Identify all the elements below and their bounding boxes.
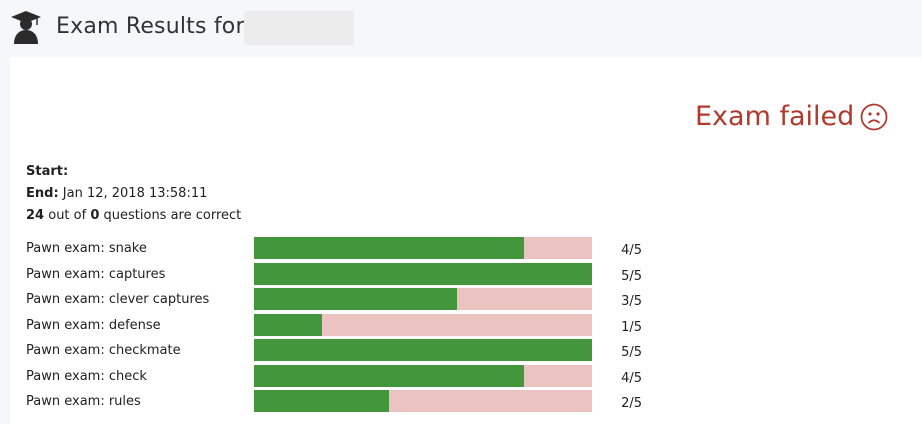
result-bar: [254, 314, 592, 336]
result-bar-fill: [254, 237, 525, 259]
result-label: Pawn exam: captures: [26, 267, 166, 282]
result-score: 2/5: [621, 396, 642, 411]
result-label: Pawn exam: checkmate: [26, 343, 181, 358]
end-time: End: Jan 12, 2018 13:58:11: [26, 186, 207, 201]
result-bar-fill: [254, 288, 457, 310]
result-label: Pawn exam: clever captures: [26, 292, 210, 307]
page-header: Exam Results for: [0, 0, 922, 56]
result-label: Pawn exam: rules: [26, 394, 141, 409]
result-bar: [254, 365, 592, 387]
start-label: Start:: [26, 164, 69, 179]
start-time: Start:: [26, 164, 68, 179]
end-value: Jan 12, 2018 13:58:11: [62, 186, 208, 201]
correct-summary: 24 out of 0 questions are correct: [26, 208, 241, 223]
redacted-name: [244, 11, 354, 45]
result-score: 4/5: [621, 371, 642, 386]
result-score: 1/5: [621, 320, 642, 335]
exam-status: Exam failed: [695, 101, 888, 132]
result-bar: [254, 263, 592, 285]
result-label: Pawn exam: check: [26, 369, 147, 384]
questions-text: questions are correct: [103, 208, 242, 223]
correct-count: 24: [26, 208, 45, 223]
sad-face-icon: [860, 103, 888, 130]
result-bar: [254, 390, 592, 412]
result-bar-fill: [254, 263, 592, 285]
result-bar: [254, 237, 592, 259]
result-bar: [254, 288, 592, 310]
total-count: 0: [90, 208, 100, 223]
result-bar-fill: [254, 314, 322, 336]
result-bar: [254, 339, 592, 361]
result-label: Pawn exam: snake: [26, 241, 147, 256]
result-score: 5/5: [621, 269, 642, 284]
result-label: Pawn exam: defense: [26, 318, 161, 333]
out-of-text: out of: [48, 208, 87, 223]
page-title: Exam Results for: [56, 14, 245, 39]
end-label: End:: [26, 186, 59, 201]
result-score: 4/5: [621, 243, 642, 258]
result-bar-fill: [254, 339, 592, 361]
graduate-icon: [11, 11, 41, 44]
result-score: 3/5: [621, 294, 642, 309]
result-bar-fill: [254, 390, 390, 412]
result-bar-fill: [254, 365, 525, 387]
exam-status-text: Exam failed: [695, 101, 855, 132]
result-score: 5/5: [621, 345, 642, 360]
